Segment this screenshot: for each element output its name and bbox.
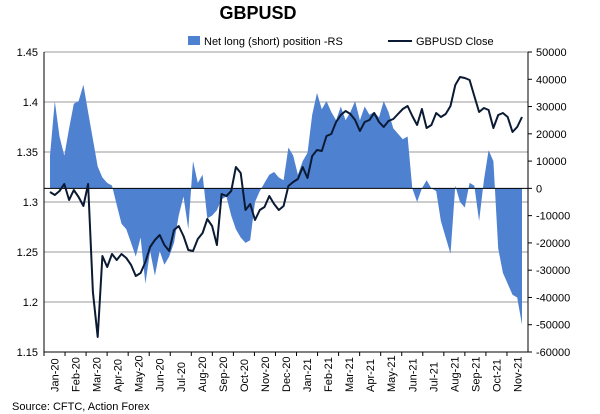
right-tick-label: -10000 [536,211,570,223]
source-note: Source: CFTC, Action Forex [12,401,150,413]
x-tick-label: Apr-21 [365,359,377,392]
x-tick-label: Mar-20 [92,357,104,392]
right-tick-label: 40000 [536,74,567,86]
x-tick-label: Oct-20 [239,359,251,392]
x-tick-label: Nov-21 [512,357,524,392]
x-axis-ticks: Jan-20 Feb-20 Mar-20 Apr-20 May-20 Jun-20 Jul-… [43,352,524,392]
x-tick-label: Aug-21 [449,357,461,392]
x-tick-label: Sep-20 [218,357,230,392]
x-tick-label: Aug-20 [197,357,209,392]
x-tick-label: May-21 [386,355,398,392]
left-tick-label: 1.2 [23,297,38,309]
right-tick-label: 0 [536,183,542,195]
x-tick-label: Jul-20 [176,362,188,392]
right-tick-label: 30000 [536,102,567,114]
legend-area-swatch [188,36,200,45]
x-tick-label: Mar-21 [344,357,356,392]
left-tick-label: 1.25 [17,247,38,259]
net-position-area-path [50,84,522,325]
x-tick-label: Oct-21 [491,359,503,392]
x-tick-label: Jun-21 [407,358,419,392]
right-tick-label: -60000 [536,347,570,359]
x-tick-label: Sep-21 [470,357,482,392]
left-tick-label: 1.45 [17,47,38,59]
left-tick-label: 1.4 [23,97,38,109]
right-tick-label: 50000 [536,47,567,59]
x-tick-label: Nov-20 [260,357,272,392]
net-position-area [50,84,522,325]
close-price-path [49,76,523,338]
right-tick-label: -50000 [536,320,570,332]
legend-area-label: Net long (short) position -RS [204,36,343,48]
right-tick-label: -40000 [536,292,570,304]
right-tick-label: -30000 [536,265,570,277]
x-tick-label: Jan-21 [302,358,314,392]
x-tick-label: Feb-21 [323,357,335,392]
right-tick-label: 10000 [536,156,567,168]
x-tick-label: Jul-21 [428,362,440,392]
legend-line-label: GBPUSD Close [416,36,494,48]
chart-title: GBPUSD [219,3,296,23]
x-tick-label: Apr-20 [113,359,125,392]
left-tick-label: 1.15 [17,347,38,359]
right-axis-ticks: 50000 40000 30000 20000 10000 0 -10000 -20000 -3… [528,47,570,359]
right-tick-label: 20000 [536,129,567,141]
x-tick-label: Jan-20 [50,358,62,392]
legend: Net long (short) position -RS GBPUSD Clo… [188,36,494,48]
x-tick-label: May-20 [134,355,146,392]
left-tick-label: 1.35 [17,147,38,159]
x-tick-label: Jun-20 [155,358,167,392]
right-tick-label: -20000 [536,238,570,250]
x-tick-label: Feb-20 [71,357,83,392]
plot-frame [43,52,529,353]
left-tick-label: 1.3 [23,197,38,209]
close-price-line [49,76,523,338]
left-axis-ticks: 1.45 1.4 1.35 1.3 1.25 1.2 1.15 [17,47,38,359]
x-tick-label: Dec-20 [281,357,293,392]
